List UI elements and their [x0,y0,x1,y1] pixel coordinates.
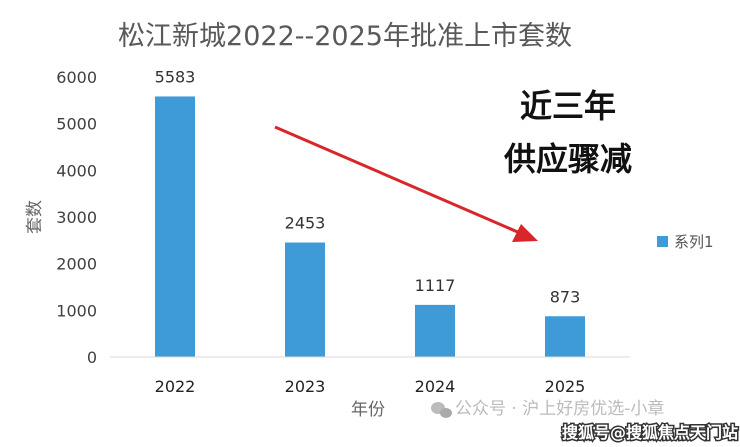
x-tick-label: 2022 [155,377,196,396]
y-tick-label: 4000 [56,161,97,180]
chart-title: 松江新城2022--2025年批准上市套数 [118,21,572,52]
bar-2025 [545,316,585,357]
x-tick-label: 2025 [545,377,586,396]
bar-2024 [415,304,455,357]
source-credit: 搜狐号@搜狐焦点天门站 [562,423,738,442]
legend-label: 系列1 [674,233,714,251]
wechat-icon [431,402,452,418]
data-label: 5583 [155,67,196,86]
annotation-line2: 供应骤减 [504,140,632,178]
y-tick-label: 6000 [56,68,97,87]
data-label: 1117 [415,276,456,295]
y-tick-label: 1000 [56,301,97,320]
legend-swatch [657,236,668,247]
y-tick-label: 0 [87,348,97,367]
y-tick-label: 3000 [56,208,97,227]
y-tick-label: 2000 [56,255,97,274]
watermark: 公众号 · 沪上好房优选-小章 [455,399,664,419]
x-tick-label: 2024 [415,377,456,396]
bar-2022 [155,96,195,358]
x-axis-label: 年份 [351,400,385,420]
y-tick-label: 5000 [56,115,97,134]
annotation-line1: 近三年 [520,87,616,125]
trend-arrow [274,125,538,242]
bar-2023 [285,242,325,357]
data-label: 873 [550,287,581,306]
x-tick-label: 2023 [285,377,326,396]
y-axis-label: 套数 [25,200,45,234]
data-label: 2453 [285,214,326,233]
